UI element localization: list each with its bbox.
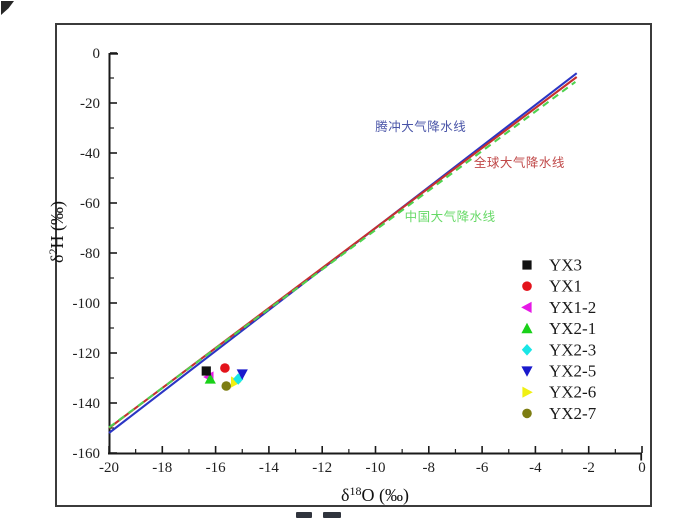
legend-marker-square [522, 260, 532, 270]
y-tick-label: -80 [80, 246, 100, 262]
data-points [201, 363, 248, 391]
y-tick-label: 0 [93, 46, 101, 62]
x-tick-label: -10 [366, 460, 386, 476]
data-point-YX2-1 [204, 373, 216, 384]
legend-marker-triangle-left [521, 301, 532, 313]
y-tick-label: -40 [80, 146, 100, 162]
legend: YX3 YX1 YX1-2 YX2-1 YX2-3 YX2-5 YX2-6 YX2-7 [521, 256, 597, 423]
line-label: 中国大气降水线 [405, 209, 496, 224]
legend-marker-triangle-down [521, 366, 533, 377]
x-tick-label: -12 [312, 460, 332, 476]
data-point-YX2-7 [221, 381, 232, 391]
x-tick-label: -2 [582, 460, 595, 476]
data-point-YX2-5 [236, 369, 248, 380]
line-label: 全球大气降水线 [474, 155, 565, 170]
y-tick-label: -60 [80, 196, 100, 212]
y-tick-label: -120 [73, 346, 101, 362]
figure-frame [55, 23, 652, 507]
x-tick-label: -6 [476, 460, 489, 476]
legend-item-YX2-1: YX2-1 [521, 319, 596, 338]
y-tick-label: -100 [73, 296, 101, 312]
legend-item-YX2-5: YX2-5 [521, 362, 596, 381]
y-tick-label: -140 [73, 396, 101, 412]
x-tick-label: -20 [99, 460, 119, 476]
legend-label: YX1 [549, 277, 582, 296]
legend-label: YX2-7 [549, 404, 597, 423]
legend-label: YX2-5 [549, 362, 596, 381]
cropped-caption-fragment [296, 512, 312, 518]
y-tick-label: -20 [80, 96, 100, 112]
legend-label: YX1-2 [549, 298, 596, 317]
legend-marker-circle [522, 408, 532, 419]
meteoric-lines [108, 72, 578, 434]
x-tick-label: -4 [529, 460, 542, 476]
data-point-YX1 [220, 363, 230, 373]
line-label: 腾冲大气降水线 [375, 119, 466, 134]
x-tick-label: 0 [638, 460, 646, 476]
y-tick-label: -160 [73, 446, 101, 462]
legend-item-YX2-6: YX2-6 [522, 383, 596, 402]
x-tick-label: -14 [259, 460, 279, 476]
legend-marker-diamond [521, 344, 533, 356]
legend-item-YX1: YX1 [522, 277, 582, 296]
x-axis-title: δ18O (‰) [341, 484, 409, 506]
legend-item-YX3: YX3 [522, 256, 582, 275]
legend-label: YX3 [549, 256, 582, 275]
legend-marker-circle [522, 281, 532, 292]
legend-item-YX2-7: YX2-7 [522, 404, 597, 423]
legend-label: YX2-1 [549, 319, 596, 338]
legend-label: YX2-3 [549, 340, 596, 359]
legend-marker-triangle-right [522, 386, 533, 398]
legend-item-YX1-2: YX1-2 [521, 298, 596, 317]
x-tick-label: -16 [206, 460, 226, 476]
data-point-YX2-3 [233, 373, 244, 385]
y-axis-title: δ2H (‰) [46, 201, 68, 263]
cropped-caption-fragment [323, 512, 341, 518]
meteoric-line-dashed [108, 81, 577, 429]
x-tick-label: -8 [423, 460, 436, 476]
legend-label: YX2-6 [549, 383, 596, 402]
data-point-YX3 [201, 366, 211, 376]
x-tick-label: -18 [152, 460, 172, 476]
legend-item-YX2-3: YX2-3 [521, 340, 596, 359]
legend-marker-triangle-up [521, 322, 533, 334]
axis-ticks: -20 -18 -16 -14 -12 -10 -8 -6 -4 -2 00-20-40-60-80… [73, 46, 646, 476]
